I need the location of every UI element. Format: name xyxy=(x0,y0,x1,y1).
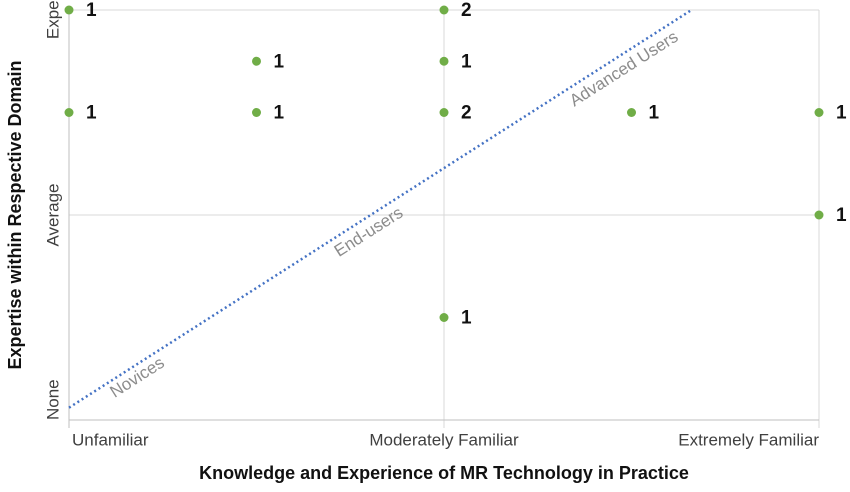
annotation: End-users xyxy=(331,203,407,261)
y-tick-label: None xyxy=(43,379,62,420)
x-tick-label: Unfamiliar xyxy=(72,430,149,449)
point xyxy=(64,108,74,117)
data-label: 1 xyxy=(461,51,472,72)
point xyxy=(64,5,74,15)
point xyxy=(439,5,449,15)
y-tick-label: Expert xyxy=(43,0,62,39)
annotation: Advanced Users xyxy=(566,27,681,110)
y-axis-title: Expertise within Respective Domain xyxy=(5,60,25,369)
x-tick-label: Moderately Familiar xyxy=(369,430,519,449)
trend-line xyxy=(68,8,693,409)
data-label: 1 xyxy=(836,103,847,124)
point xyxy=(814,210,824,220)
data-label: 1 xyxy=(274,51,285,72)
data-label: 1 xyxy=(461,308,472,329)
y-tick-label: Average xyxy=(43,183,62,246)
x-tick-label: Extremely Familiar xyxy=(678,430,819,449)
data-label: 1 xyxy=(649,103,660,124)
data-label: 1 xyxy=(274,103,285,124)
data-label: 1 xyxy=(86,103,97,124)
x-axis-title: Knowledge and Experience of MR Technolog… xyxy=(199,463,689,483)
point xyxy=(439,56,449,66)
data-label: 2 xyxy=(461,0,472,21)
data-label: 1 xyxy=(836,205,847,226)
point xyxy=(252,108,261,117)
data-label: 2 xyxy=(461,103,472,124)
point xyxy=(627,108,636,117)
point xyxy=(439,108,449,117)
point xyxy=(439,313,449,322)
point xyxy=(252,56,261,66)
point xyxy=(814,108,824,117)
data-label: 1 xyxy=(86,0,97,21)
